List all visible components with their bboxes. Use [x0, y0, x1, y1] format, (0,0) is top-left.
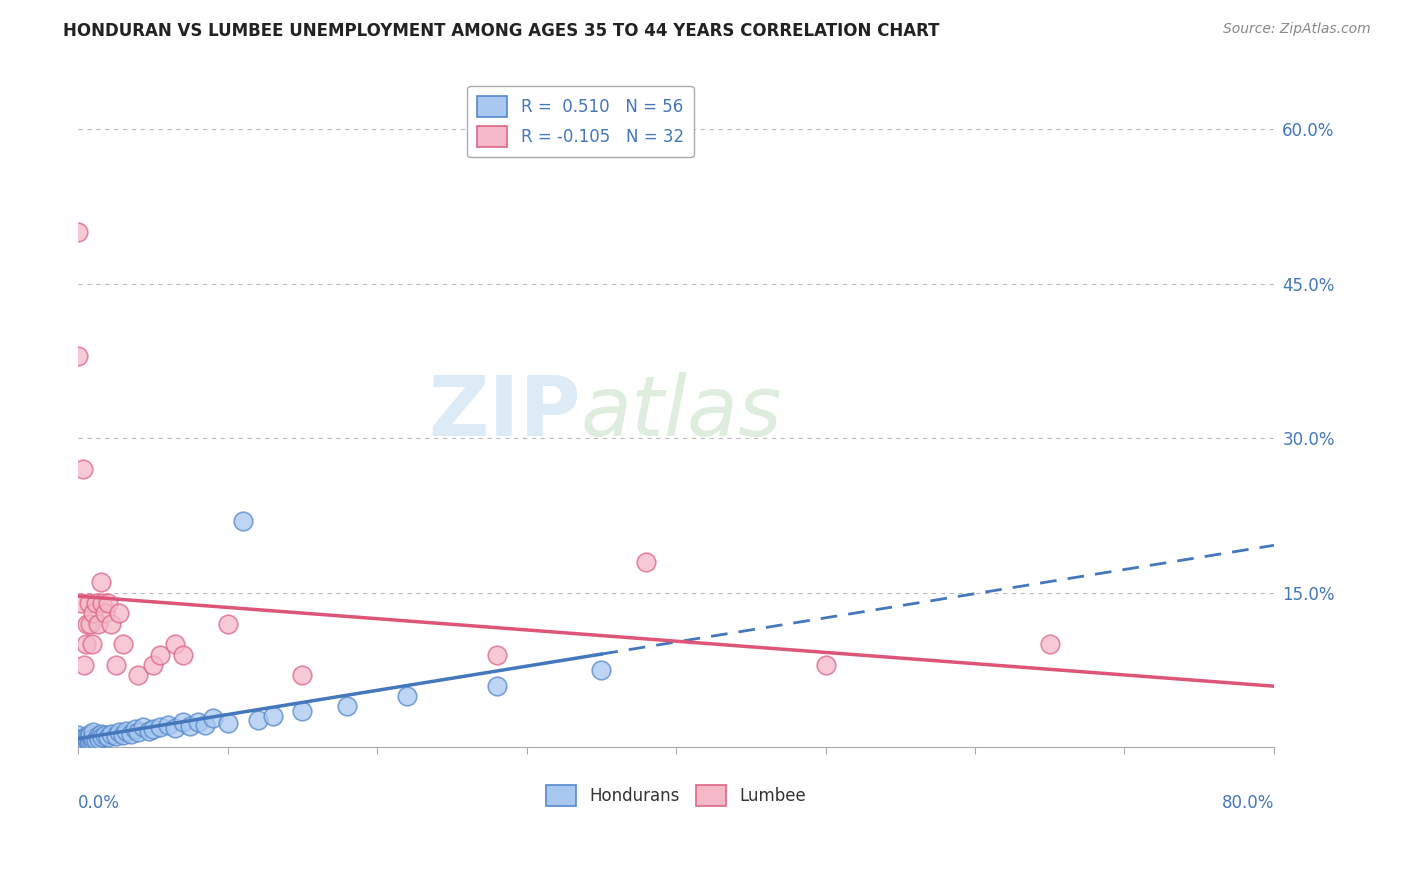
- Point: [82, 735, 104, 749]
- Point: [127, 724, 149, 739]
- Point: [79, 727, 101, 741]
- Point: [73, 734, 96, 748]
- Point: [115, 723, 138, 738]
- Point: [179, 719, 201, 733]
- Point: [156, 717, 179, 731]
- Point: [138, 723, 160, 738]
- Point: [485, 648, 508, 662]
- Point: [1039, 637, 1062, 651]
- Point: [67, 740, 90, 755]
- Text: atlas: atlas: [581, 372, 782, 453]
- Point: [120, 727, 142, 741]
- Point: [80, 637, 103, 651]
- Point: [90, 575, 112, 590]
- Point: [67, 225, 90, 239]
- Point: [636, 555, 658, 569]
- Point: [187, 714, 209, 729]
- Point: [104, 729, 127, 743]
- Point: [201, 711, 224, 725]
- Point: [79, 616, 101, 631]
- Point: [72, 462, 94, 476]
- Point: [112, 728, 135, 742]
- Point: [112, 637, 135, 651]
- Legend: Hondurans, Lumbee: Hondurans, Lumbee: [540, 778, 813, 813]
- Point: [72, 736, 94, 750]
- Point: [79, 734, 101, 748]
- Point: [67, 737, 90, 751]
- Point: [104, 657, 127, 672]
- Text: HONDURAN VS LUMBEE UNEMPLOYMENT AMONG AGES 35 TO 44 YEARS CORRELATION CHART: HONDURAN VS LUMBEE UNEMPLOYMENT AMONG AG…: [63, 22, 939, 40]
- Point: [97, 730, 120, 744]
- Point: [149, 720, 172, 734]
- Point: [67, 732, 90, 747]
- Point: [67, 735, 90, 749]
- Point: [100, 616, 122, 631]
- Point: [396, 689, 419, 703]
- Point: [70, 733, 93, 747]
- Point: [75, 637, 97, 651]
- Point: [82, 731, 104, 745]
- Point: [232, 514, 254, 528]
- Point: [76, 616, 98, 631]
- Text: 0.0%: 0.0%: [79, 794, 120, 813]
- Point: [77, 735, 100, 749]
- Point: [77, 729, 100, 743]
- Point: [124, 722, 146, 736]
- Point: [77, 596, 100, 610]
- Point: [217, 715, 239, 730]
- Point: [76, 733, 98, 747]
- Point: [127, 668, 149, 682]
- Point: [70, 596, 93, 610]
- Point: [72, 731, 94, 745]
- Point: [591, 663, 613, 677]
- Point: [67, 349, 90, 363]
- Point: [142, 722, 165, 736]
- Point: [291, 668, 314, 682]
- Point: [142, 657, 165, 672]
- Point: [86, 616, 108, 631]
- Point: [89, 732, 111, 747]
- Point: [75, 736, 97, 750]
- Point: [73, 657, 96, 672]
- Point: [82, 724, 104, 739]
- Point: [246, 713, 269, 727]
- Point: [67, 728, 90, 742]
- Point: [84, 733, 107, 747]
- Point: [86, 729, 108, 743]
- Point: [90, 727, 112, 741]
- Point: [165, 637, 187, 651]
- Text: ZIP: ZIP: [427, 372, 581, 453]
- Point: [80, 732, 103, 747]
- Point: [172, 648, 194, 662]
- Point: [84, 596, 107, 610]
- Point: [336, 699, 359, 714]
- Point: [217, 616, 239, 631]
- Point: [100, 727, 122, 741]
- Point: [107, 607, 129, 621]
- Point: [91, 730, 114, 744]
- Text: 80.0%: 80.0%: [1222, 794, 1274, 813]
- Point: [82, 607, 104, 621]
- Point: [131, 720, 153, 734]
- Point: [91, 596, 114, 610]
- Point: [94, 728, 117, 742]
- Point: [94, 607, 117, 621]
- Point: [262, 709, 284, 723]
- Point: [75, 730, 97, 744]
- Point: [149, 648, 172, 662]
- Point: [814, 657, 837, 672]
- Text: Source: ZipAtlas.com: Source: ZipAtlas.com: [1223, 22, 1371, 37]
- Point: [291, 704, 314, 718]
- Point: [165, 721, 187, 735]
- Point: [172, 714, 194, 729]
- Point: [97, 596, 120, 610]
- Point: [194, 717, 217, 731]
- Point: [70, 737, 93, 751]
- Point: [485, 679, 508, 693]
- Point: [107, 724, 129, 739]
